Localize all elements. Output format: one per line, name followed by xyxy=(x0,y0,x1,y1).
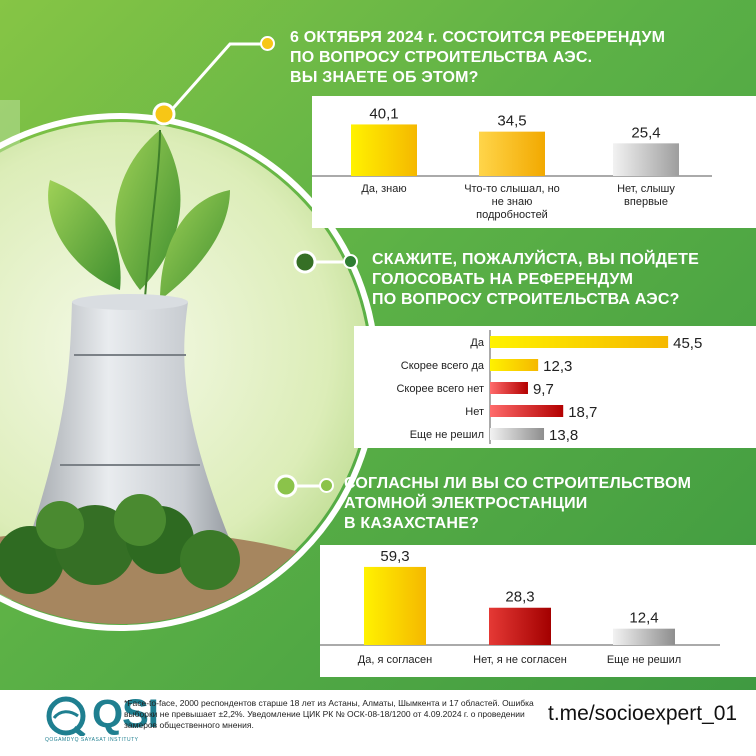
category-label: Еще не решил xyxy=(410,429,484,441)
q1-title-line: ПО ВОПРОСУ СТРОИТЕЛЬСТВА АЭС. xyxy=(290,49,593,66)
data-label: 9,7 xyxy=(533,381,554,398)
bar xyxy=(613,628,675,645)
bar xyxy=(351,124,417,176)
logo-globe-icon xyxy=(46,696,86,736)
category-label: Да, я согласен xyxy=(358,654,432,666)
telegram-link[interactable]: t.me/socioexpert_01 xyxy=(548,702,738,725)
q1-dot xyxy=(260,36,275,51)
q1-title-line: 6 ОКТЯБРЯ 2024 г. СОСТОИТСЯ РЕФЕРЕНДУМ xyxy=(290,29,666,46)
bar xyxy=(490,405,564,417)
bar xyxy=(490,428,545,440)
infographic-background: 6 ОКТЯБРЯ 2024 г. СОСТОИТСЯ РЕФЕРЕНДУМ П… xyxy=(0,0,756,690)
bar xyxy=(479,131,545,176)
bar xyxy=(613,143,679,176)
q3-title-line: В КАЗАХСТАНЕ? xyxy=(344,515,480,532)
nuclear-plant-illustration xyxy=(0,42,370,624)
marker-dot xyxy=(293,250,317,274)
data-label: 34,5 xyxy=(497,113,526,130)
data-label: 12,4 xyxy=(629,610,658,627)
data-label: 40,1 xyxy=(369,105,398,122)
chart-panel-q1: 40,1 Да, знаю 34,5 Что-то слышал, но не знаю… xyxy=(312,96,756,228)
bar xyxy=(490,382,528,394)
cooling-tower xyxy=(22,302,238,560)
q1-title-line: ВЫ ЗНАЕТЕ ОБ ЭТОМ? xyxy=(290,69,479,86)
category-label: Скорее всего да xyxy=(401,360,485,372)
bar xyxy=(490,336,669,348)
category-label: Да xyxy=(470,337,484,349)
q3-dot xyxy=(319,478,334,493)
bar xyxy=(489,607,551,645)
chart-panel-q3: 59,3 Да, я согласен 28,3 Нет, я не согласен… xyxy=(320,545,756,677)
q2-title-line: ГОЛОСОВАТЬ НА РЕФЕРЕНДУМ xyxy=(372,271,634,288)
category-label: Скорее всего нет xyxy=(396,383,484,395)
leaf-icon xyxy=(160,190,230,300)
marker-dot xyxy=(152,102,176,126)
marker-dot xyxy=(274,474,298,498)
category-label: Да, знаю xyxy=(361,183,406,195)
data-label: 45,5 xyxy=(673,335,702,352)
category-label: не знаю xyxy=(492,196,533,208)
bar xyxy=(364,566,426,645)
chart-agreement: 59,3 Да, я согласен 28,3 Нет, я не согласен… xyxy=(320,548,720,666)
data-label: 12,3 xyxy=(543,358,572,375)
data-label: 28,3 xyxy=(505,589,534,606)
bushes xyxy=(0,494,240,594)
logo: QSI xyxy=(92,692,159,737)
logo-text: QSI xyxy=(92,692,159,736)
category-label: Нет xyxy=(465,406,484,418)
data-label: 13,8 xyxy=(549,427,578,444)
bar xyxy=(490,359,539,371)
q2-title-line: ПО ВОПРОСУ СТРОИТЕЛЬСТВА АЭС? xyxy=(372,291,680,308)
q3-title-line: АТОМНОЙ ЭЛЕКТРОСТАНЦИИ xyxy=(344,495,588,512)
q1-title: 6 ОКТЯБРЯ 2024 г. СОСТОИТСЯ РЕФЕРЕНДУМ П… xyxy=(290,28,740,88)
category-label: подробностей xyxy=(476,209,548,221)
category-label: Еще не решил xyxy=(607,654,681,666)
data-label: 18,7 xyxy=(568,404,597,421)
chart-voting-intention: Да 45,5 Скорее всего да 12,3 Скорее всего не… xyxy=(396,330,702,444)
q2-title: СКАЖИТЕ, ПОЖАЛУЙСТА, ВЫ ПОЙДЕТЕ ГОЛОСОВА… xyxy=(372,250,742,310)
leaf-icon xyxy=(115,130,181,290)
methodology-footnote: *Face-to-face, 2000 респондентов старше … xyxy=(124,698,534,730)
connector-line xyxy=(166,42,262,115)
data-label: 59,3 xyxy=(380,548,409,565)
category-label: впервые xyxy=(624,196,668,208)
category-label: Нет, я не согласен xyxy=(473,654,567,666)
q2-dot xyxy=(343,254,358,269)
category-label: Нет, слышу xyxy=(617,183,675,195)
q3-title: СОГЛАСНЫ ЛИ ВЫ СО СТРОИТЕЛЬСТВОМ АТОМНОЙ… xyxy=(344,474,744,534)
footer xyxy=(0,690,756,756)
q2-title-line: СКАЖИТЕ, ПОЖАЛУЙСТА, ВЫ ПОЙДЕТЕ xyxy=(372,251,699,268)
leaf-icon xyxy=(48,180,121,290)
logo-subtitle: QOGAMDYQ SAYASAT INSTITUTY xyxy=(45,737,139,743)
category-label: Что-то слышал, но xyxy=(464,183,560,195)
data-label: 25,4 xyxy=(631,124,660,141)
q3-title-line: СОГЛАСНЫ ЛИ ВЫ СО СТРОИТЕЛЬСТВОМ xyxy=(344,475,692,492)
chart-panel-q2: Да 45,5 Скорее всего да 12,3 Скорее всего не… xyxy=(354,326,756,448)
